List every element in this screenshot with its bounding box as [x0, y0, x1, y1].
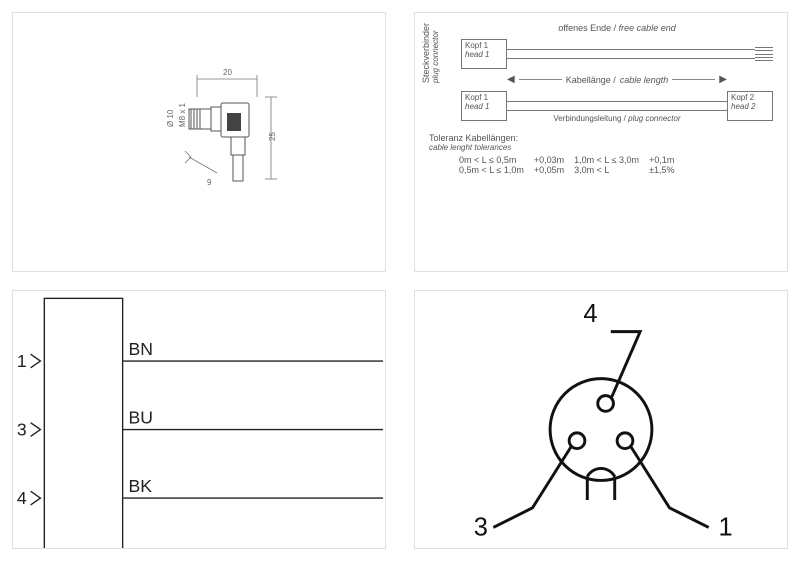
pin-circle	[569, 432, 585, 448]
cable-rows: offenes Ende / free cable end Kopf 1 hea…	[461, 23, 773, 125]
head1-box: Kopf 1 head 1	[461, 39, 507, 69]
pin-number: 3	[17, 419, 27, 439]
vlabel-de: Steckverbinder	[421, 23, 431, 83]
wire-color-code: BK	[129, 476, 153, 496]
pin-label: 4	[583, 299, 597, 327]
pinout-svg: 4 3 1	[415, 291, 787, 549]
table-row: 0,5m < L ≤ 1,0m +0,05m 3,0m < L ±1,5%	[459, 165, 685, 175]
panel-wiring: 1 BN 3 BU 4 BK	[12, 290, 386, 550]
tolerance-block: Toleranz Kabellängen: cable lenght toler…	[429, 133, 773, 175]
cable-line-2: Verbindungsleitung / plug connector	[507, 101, 727, 111]
panel-connector-dimensions: 20 25 Ø 10 M8 x 1	[12, 12, 386, 272]
table-row: 0m < L ≤ 0,5m +0,03m 1,0m < L ≤ 3,0m +0,…	[459, 155, 685, 165]
vlabel: Steckverbinder plug connector	[421, 23, 440, 83]
dim-left2: M8 x 1	[178, 102, 187, 127]
cable-row-2: Kopf 1 head 1 Verbindungsleitung / plug …	[461, 87, 773, 125]
pin-number: 4	[17, 487, 27, 507]
dim-bottom: 9	[207, 178, 212, 187]
connector-face-circle	[550, 378, 652, 480]
free-cable-end-icon	[755, 47, 773, 61]
wire-color-code: BU	[129, 407, 153, 427]
tol-table: 0m < L ≤ 0,5m +0,03m 1,0m < L ≤ 3,0m +0,…	[459, 155, 685, 175]
pin-circle	[598, 395, 614, 411]
row1-toplabel: offenes Ende / free cable end	[461, 23, 773, 35]
dim-side: 25	[268, 131, 277, 140]
cable-row-1: Kopf 1 head 1	[461, 35, 773, 73]
dim-top: 20	[223, 68, 232, 77]
vlabel-en: plug connector	[431, 23, 440, 83]
head2-box: Kopf 2 head 2	[727, 91, 773, 121]
head1-box-2: Kopf 1 head 1	[461, 91, 507, 121]
wiring-svg: 1 BN 3 BU 4 BK	[13, 291, 385, 549]
tol-title: Toleranz Kabellängen:	[429, 133, 773, 143]
leader-line	[611, 331, 640, 397]
pin-label: 1	[718, 513, 732, 541]
pin-label: 3	[474, 513, 488, 541]
dim-left1: Ø 10	[166, 109, 175, 127]
pin-circle	[617, 432, 633, 448]
wire-color-code: BN	[129, 339, 153, 359]
panel-cable-schematic: Steckverbinder plug connector offenes En…	[414, 12, 788, 272]
key-notch	[587, 468, 614, 500]
mid-length-label: ◀ Kabellänge / cable length ▶	[461, 74, 773, 85]
panel-pinout: 4 3 1	[414, 290, 788, 550]
tol-subtitle: cable lenght tolerances	[429, 143, 773, 152]
connector-dim-svg: 20 25 Ø 10 M8 x 1	[89, 57, 309, 227]
pin-number: 1	[17, 350, 27, 370]
cable-line-1	[507, 49, 755, 59]
